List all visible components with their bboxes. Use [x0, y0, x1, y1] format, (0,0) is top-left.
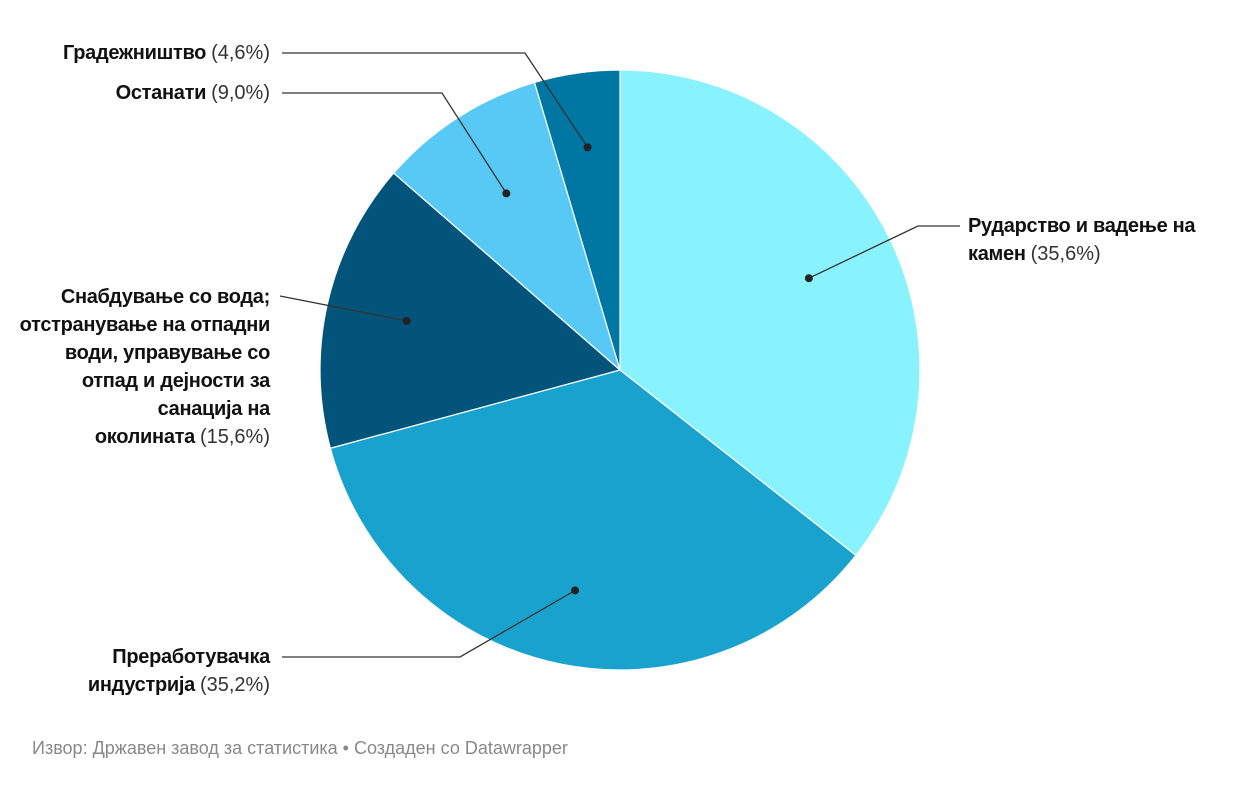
- slice-label: Градежништво (4,6%): [0, 39, 270, 67]
- leader-line: [282, 92, 507, 194]
- leader-dot: [804, 274, 813, 283]
- leader-dot: [571, 586, 580, 595]
- leader-dot: [583, 143, 592, 152]
- value-label: (9,0%): [211, 82, 270, 104]
- leader-line: [279, 295, 407, 322]
- leader-dot: [402, 316, 411, 325]
- leader-line: [282, 52, 589, 148]
- leader-line: [282, 589, 576, 658]
- value-label: (15,6%): [199, 426, 270, 448]
- category-label: Останати: [115, 82, 207, 104]
- footer: Извор: Државен завод за статистика • Соз…: [32, 738, 568, 758]
- slice-label: Снабдување со вода; отстранување на отпа…: [10, 283, 271, 451]
- leader-dot: [502, 189, 511, 198]
- category-label: Снабдување со вода; отстранување на отпа…: [19, 286, 271, 448]
- category-label: Градежништво: [62, 42, 207, 64]
- leader-line: [808, 225, 960, 279]
- slice-label: Рударство и вадење на камен (35,6%): [968, 212, 1213, 268]
- category-label: Преработувачка индустрија: [87, 646, 270, 696]
- pie-slice: [329, 369, 857, 671]
- value-label: (4,6%): [211, 42, 270, 64]
- category-label: Рударство и вадење на камен: [968, 215, 1196, 265]
- slice-label: Останати (9,0%): [20, 79, 270, 107]
- pie-slice: [319, 172, 622, 449]
- value-label: (35,2%): [199, 674, 270, 696]
- pie-slice: [533, 69, 621, 371]
- value-label: (35,6%): [1030, 243, 1101, 265]
- slice-label: Преработувачка индустрија (35,2%): [60, 643, 270, 699]
